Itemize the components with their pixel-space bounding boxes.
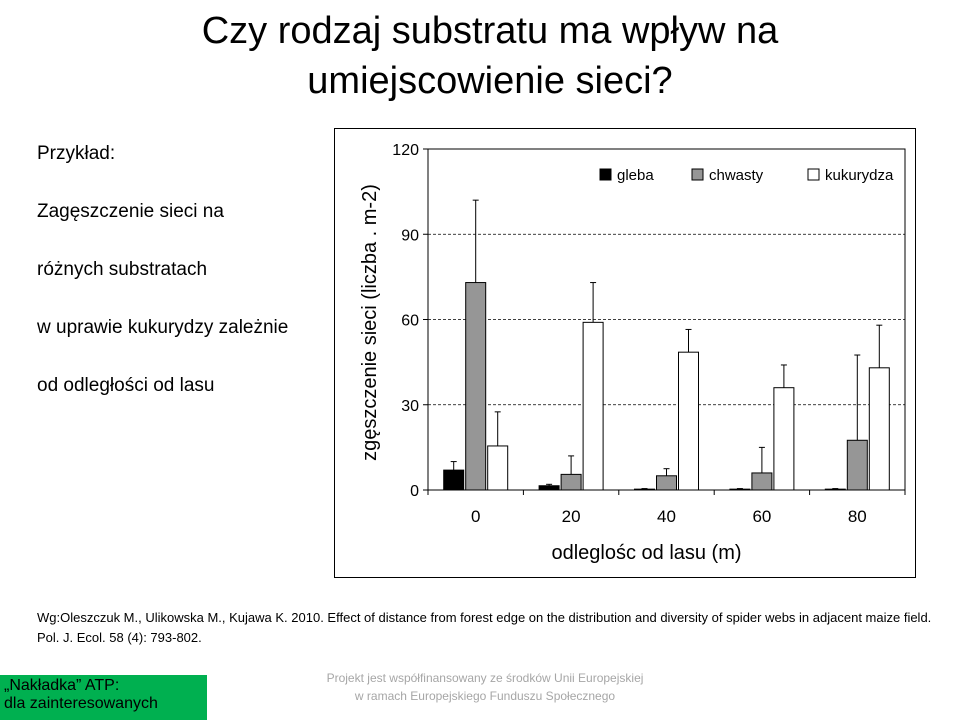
slide-title: Czy rodzaj substratu ma wpływ na umiejsc… <box>40 6 940 106</box>
citation: Wg:Oleszczuk M., Ulikowska M., Kujawa K.… <box>37 610 932 645</box>
bar-chart: 0 30 60 90 120 0 20 40 60 80 gleba chwasty kukurydza… <box>359 142 906 564</box>
y-tick-label: 30 <box>401 398 419 415</box>
y-tick-label: 60 <box>401 313 419 330</box>
legend-swatch-gleba <box>599 168 612 181</box>
legend-label-gleba: gleba <box>617 167 654 184</box>
bar-kukurydza <box>773 387 795 491</box>
bar-kukurydza <box>582 321 604 491</box>
legend-label-chwasty: chwasty <box>709 167 764 184</box>
bar-chwasty <box>656 475 677 491</box>
description-line-3: różnych substratach <box>37 259 208 280</box>
y-tick-label: 90 <box>401 227 419 244</box>
bar-kukurydza <box>678 351 699 491</box>
x-tick-label: 20 <box>562 507 581 526</box>
bar-chwasty <box>751 472 773 491</box>
x-tick-label: 40 <box>657 507 676 526</box>
x-axis-label: odleglośc od lasu (m) <box>551 542 741 564</box>
y-tick-label: 120 <box>392 142 419 159</box>
description-line-5: od odległości od lasu <box>37 375 215 396</box>
y-axis-label: zgęszczenie sieci (liczba . m-2) <box>359 184 381 461</box>
bar-chwasty <box>465 282 487 491</box>
footer-line-1: Projekt jest współfinansowany ze środków… <box>326 671 644 685</box>
bar-gleba <box>538 485 560 491</box>
footer-line-2: w ramach Europejskiego Funduszu Społeczn… <box>354 689 616 703</box>
bar-chwasty <box>846 439 868 491</box>
x-tick-label: 0 <box>471 507 480 526</box>
description-line-2: Zagęszczenie sieci na <box>37 201 224 222</box>
bar-gleba <box>443 469 465 491</box>
legend-swatch-kukurydza <box>807 168 820 181</box>
bar-chwasty <box>560 473 582 491</box>
y-tick-label: 0 <box>410 483 419 500</box>
chart-frame: 0 30 60 90 120 0 20 40 60 80 gleba chwasty kukurydza… <box>334 128 916 578</box>
atp-badge: „Nakładka” ATP: dla zainteresowanych <box>0 675 207 720</box>
badge-line-2: dla zainteresowanych <box>4 695 158 712</box>
legend-swatch-chwasty <box>691 168 704 181</box>
slide-title-line-1: Czy rodzaj substratu ma wpływ na <box>201 10 779 52</box>
funding-footer: Projekt jest współfinansowany ze środków… <box>285 669 685 705</box>
bar-kukurydza <box>868 367 890 491</box>
bar-gleba <box>824 488 846 491</box>
bar-kukurydza <box>487 445 509 491</box>
x-tick-label: 60 <box>752 507 771 526</box>
description-line-1: Przykład: <box>37 143 116 164</box>
description-line-4: w uprawie kukurydzy zależnie <box>37 317 289 338</box>
bar-gleba <box>729 488 751 491</box>
legend-label-kukurydza: kukurydza <box>825 167 894 184</box>
bar-gleba <box>634 488 655 491</box>
slide-title-line-2: umiejscowienie sieci? <box>307 60 673 102</box>
example-description: Przykład: Zagęszczenie sieci na różnych … <box>37 140 327 430</box>
badge-line-1: „Nakładka” ATP: <box>4 677 120 694</box>
x-tick-label: 80 <box>848 507 867 526</box>
